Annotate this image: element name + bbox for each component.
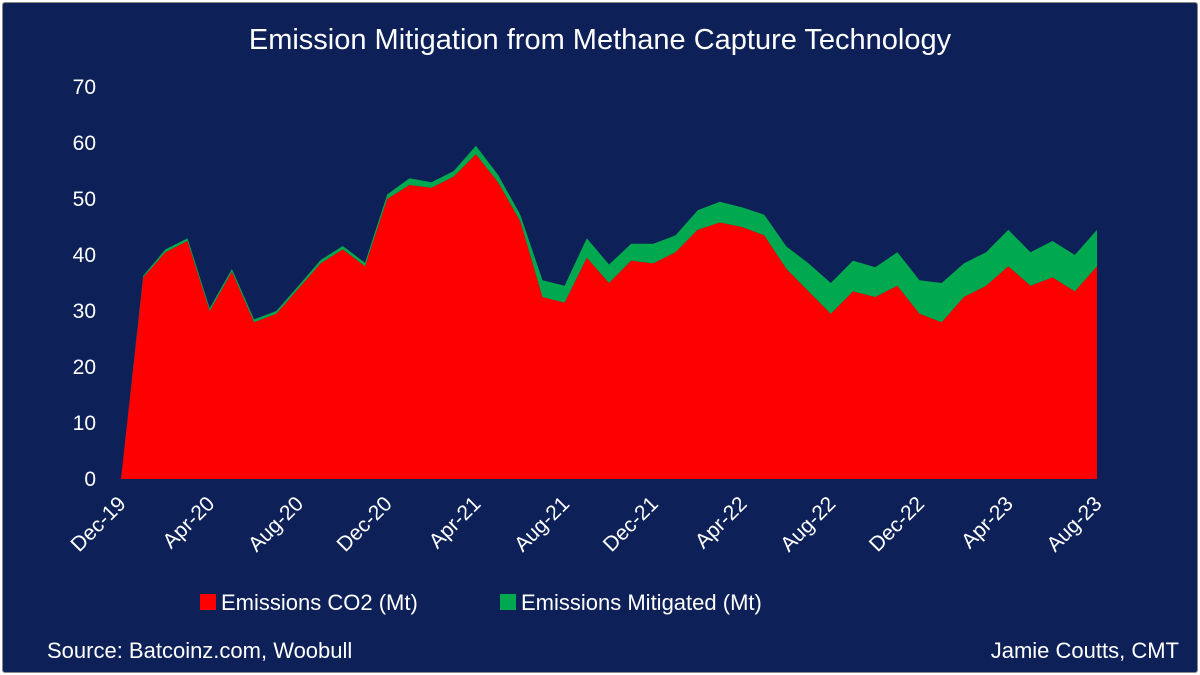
chart-title: Emission Mitigation from Methane Capture… <box>249 24 952 56</box>
y-tick-label-30: 30 <box>73 300 96 323</box>
y-tick-label-70: 70 <box>73 76 96 99</box>
x-tick-label-aug-21: Aug-21 <box>510 492 574 556</box>
x-axis-tick-labels: Dec-19 Apr-20 Aug-20 Dec-20 Apr-21 Aug-21 Dec-… <box>66 492 1106 556</box>
legend-label-emissions-co2: Emissions CO2 (Mt) <box>221 590 418 615</box>
x-tick-label-apr-22: Apr-22 <box>691 492 752 553</box>
x-tick-label-dec-20: Dec-20 <box>333 492 397 556</box>
x-tick-label-apr-21: Apr-21 <box>425 492 486 553</box>
x-tick-label-apr-23: Apr-23 <box>957 492 1018 553</box>
legend-item-emissions-mitigated: Emissions Mitigated (Mt) <box>500 590 762 615</box>
y-axis-tick-labels: 0 10 20 30 40 50 60 70 <box>73 76 96 491</box>
legend-item-emissions-co2: Emissions CO2 (Mt) <box>200 590 418 615</box>
y-tick-label-10: 10 <box>73 412 96 435</box>
x-tick-label-dec-21: Dec-21 <box>599 492 663 556</box>
y-tick-label-0: 0 <box>84 468 96 491</box>
x-tick-label-dec-19: Dec-19 <box>66 492 130 556</box>
y-tick-label-20: 20 <box>73 356 96 379</box>
legend-swatch-emissions-co2 <box>200 594 216 610</box>
x-tick-label-aug-20: Aug-20 <box>244 492 308 556</box>
x-tick-label-dec-22: Dec-22 <box>865 492 929 556</box>
legend: Emissions CO2 (Mt) Emissions Mitigated (… <box>200 590 762 615</box>
plot-area <box>121 145 1097 480</box>
x-tick-label-apr-20: Apr-20 <box>158 492 219 553</box>
x-tick-label-aug-23: Aug-23 <box>1042 492 1106 556</box>
y-tick-label-50: 50 <box>73 188 96 211</box>
source-note: Source: Batcoinz.com, Woobull <box>47 638 352 663</box>
chart-canvas: Emission Mitigation from Methane Capture… <box>47 24 1179 663</box>
area-series-emissions-co2-mt <box>121 154 1097 479</box>
y-tick-label-60: 60 <box>73 132 96 155</box>
legend-swatch-emissions-mitigated <box>500 594 516 610</box>
author-credit: Jamie Coutts, CMT <box>991 638 1179 663</box>
y-tick-label-40: 40 <box>73 244 96 267</box>
legend-label-emissions-mitigated: Emissions Mitigated (Mt) <box>521 590 762 615</box>
x-tick-label-aug-22: Aug-22 <box>776 492 840 556</box>
